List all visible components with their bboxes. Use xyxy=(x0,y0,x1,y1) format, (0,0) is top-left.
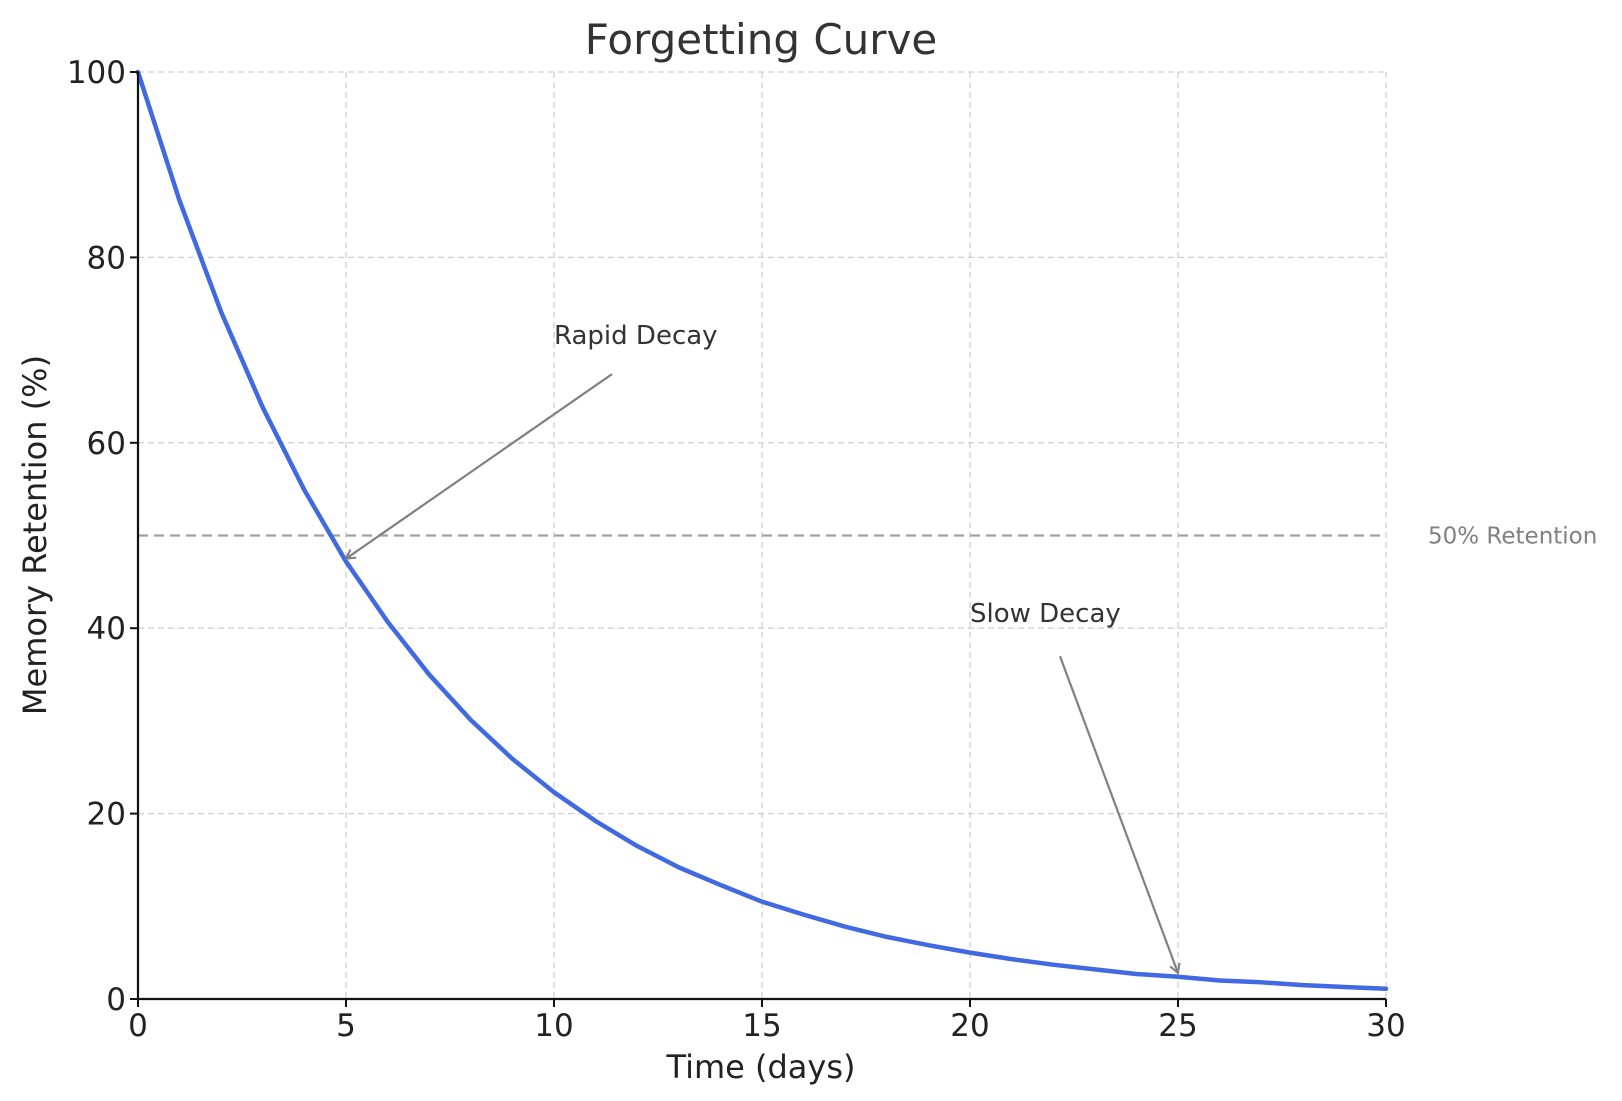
y-axis-label: Memory Retention (%) xyxy=(16,355,54,715)
annotation-arrow-1 xyxy=(1058,655,1178,973)
x-tick-label-4: 20 xyxy=(950,1008,989,1044)
x-axis-label: Time (days) xyxy=(666,1048,856,1086)
x-tick-label-0: 0 xyxy=(128,1008,148,1044)
annotations-group: Rapid Decay Slow Decay xyxy=(346,321,1178,973)
series-line-0 xyxy=(135,69,1389,992)
x-tick-label-3: 15 xyxy=(742,1008,781,1044)
y-tick-label-0: 0 xyxy=(106,982,126,1018)
reference-line-label: 50% Retention xyxy=(1428,524,1597,550)
y-tick-label-3: 60 xyxy=(87,426,126,462)
y-tick-label-1: 20 xyxy=(87,797,126,833)
series-group xyxy=(135,69,1389,992)
annotation-text-1: Slow Decay xyxy=(970,599,1121,629)
x-tick-label-5: 25 xyxy=(1158,1008,1197,1044)
y-tick-label-5: 100 xyxy=(67,55,126,91)
chart-title: Forgetting Curve xyxy=(585,15,938,64)
annotation-arrow-0 xyxy=(346,373,613,559)
ticks: 0 5 10 15 20 25 30 0 20 40 60 80 100 xyxy=(67,55,1406,1044)
reference-line-group: 50% Retention xyxy=(138,524,1597,550)
annotation-text-0: Rapid Decay xyxy=(554,321,718,351)
y-tick-label-4: 80 xyxy=(87,240,126,276)
x-tick-label-2: 10 xyxy=(534,1008,573,1044)
y-tick-label-2: 40 xyxy=(87,611,126,647)
x-tick-label-1: 5 xyxy=(336,1008,356,1044)
x-tick-label-6: 30 xyxy=(1366,1008,1405,1044)
